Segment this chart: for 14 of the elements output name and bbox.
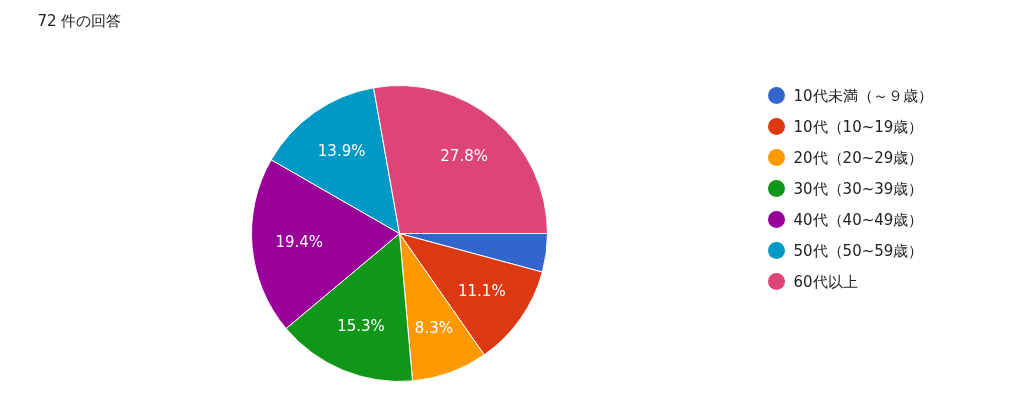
legend-label: 20代（20~29歳）	[793, 148, 924, 167]
legend-label: 40代（40~49歳）	[793, 210, 924, 229]
legend-label: 10代（10~19歳）	[793, 117, 924, 136]
legend-label: 60代以上	[793, 272, 858, 291]
data-label: 15.3%	[337, 317, 385, 336]
data-label: 11.1%	[458, 282, 506, 301]
legend-label: 10代未満（～９歳）	[793, 86, 933, 105]
legend-label: 50代（50~59歳）	[793, 241, 924, 260]
data-label: 8.3%	[414, 319, 453, 338]
data-label: 27.8%	[440, 147, 488, 166]
legend-label: 30代（30~39歳）	[793, 179, 924, 198]
data-label: 13.9%	[317, 142, 366, 161]
data-label: 19.4%	[275, 233, 324, 252]
text: 72 件の回答	[37, 11, 122, 30]
